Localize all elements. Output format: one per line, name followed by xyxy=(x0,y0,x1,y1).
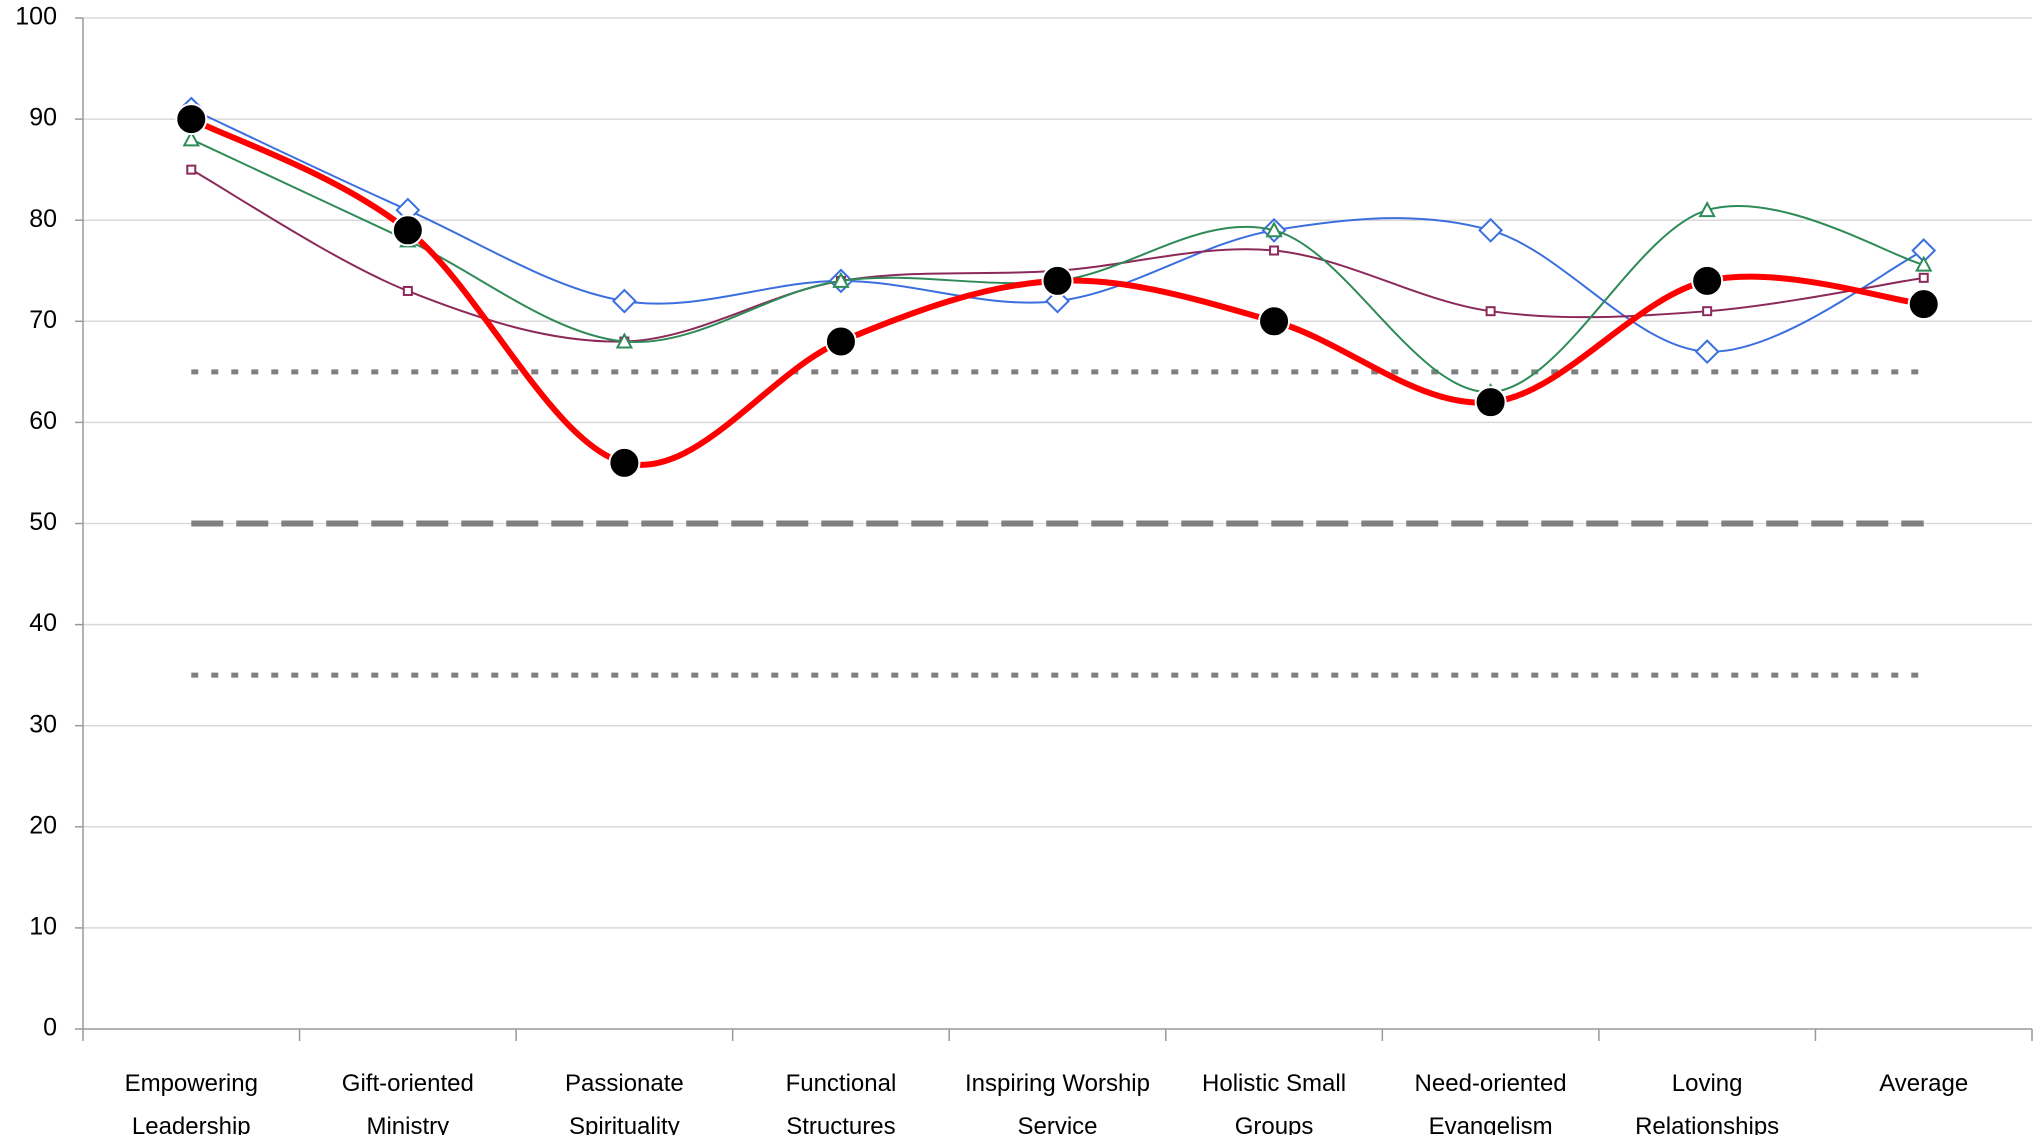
y-tick-label: 20 xyxy=(29,811,57,839)
marker xyxy=(1915,255,1933,272)
marker xyxy=(1907,288,1940,321)
x-tick-label: Loving Relationships xyxy=(1635,1070,1780,1135)
y-tick-label: 50 xyxy=(29,508,57,536)
marker xyxy=(615,332,634,349)
y-tick-label: 80 xyxy=(29,205,57,233)
marker xyxy=(402,285,413,296)
marker xyxy=(1485,306,1496,317)
x-tick-label: Empowering Leadership xyxy=(124,1070,258,1135)
marker xyxy=(1478,217,1504,243)
marker xyxy=(182,130,200,147)
marker xyxy=(175,103,208,136)
y-tick-label: 40 xyxy=(29,609,57,637)
series-line xyxy=(189,116,1925,468)
x-tick-label: Holistic Small Groups xyxy=(1202,1070,1347,1135)
marker xyxy=(1918,272,1929,283)
y-tick-label: 10 xyxy=(29,913,57,941)
marker xyxy=(1694,339,1720,365)
marker xyxy=(1265,221,1283,238)
marker xyxy=(1269,245,1280,256)
x-tick-label: Average xyxy=(1879,1070,1969,1097)
marker xyxy=(608,446,641,479)
x-tick-label: Gift-oriented Ministry xyxy=(341,1070,474,1135)
marker xyxy=(1474,386,1507,419)
marker xyxy=(391,214,424,247)
marker xyxy=(832,271,850,288)
marker xyxy=(611,288,637,314)
marker xyxy=(1258,305,1291,338)
series-line xyxy=(190,108,1925,353)
y-tick-label: 70 xyxy=(29,306,57,334)
y-tick-label: 90 xyxy=(29,104,57,132)
marker xyxy=(186,164,197,175)
x-tick-label: Passionate Spirituality xyxy=(565,1070,684,1135)
series-line xyxy=(190,138,1924,394)
x-tick-label: Functional Structures xyxy=(785,1070,897,1135)
marker xyxy=(1691,264,1724,297)
x-tick-label: Need-oriented Evangelism xyxy=(1414,1070,1567,1135)
y-tick-label: 60 xyxy=(29,407,57,435)
marker xyxy=(1698,200,1716,218)
marker xyxy=(1041,264,1074,297)
marker xyxy=(824,325,857,358)
y-tick-label: 30 xyxy=(29,710,57,738)
y-tick-label: 0 xyxy=(43,1014,57,1042)
y-tick-label: 100 xyxy=(15,3,57,31)
marker xyxy=(1702,306,1713,317)
x-tick-label: Inspiring Worship Service xyxy=(965,1070,1150,1135)
series-line xyxy=(190,168,1924,343)
